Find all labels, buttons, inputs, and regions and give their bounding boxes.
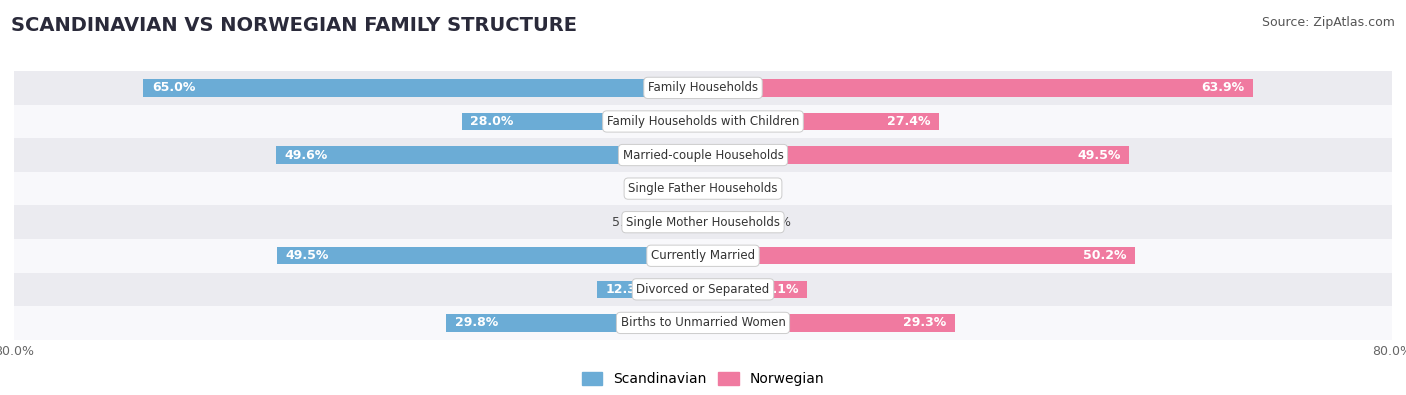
Bar bbox=[446, 314, 703, 332]
Text: 49.5%: 49.5% bbox=[1077, 149, 1121, 162]
Text: 49.6%: 49.6% bbox=[284, 149, 328, 162]
Bar bbox=[703, 79, 1253, 97]
Bar bbox=[14, 239, 1392, 273]
Text: Married-couple Households: Married-couple Households bbox=[623, 149, 783, 162]
Text: 65.0%: 65.0% bbox=[152, 81, 195, 94]
Bar bbox=[14, 172, 1392, 205]
Bar bbox=[652, 213, 703, 231]
Text: 63.9%: 63.9% bbox=[1202, 81, 1244, 94]
Text: 49.5%: 49.5% bbox=[285, 249, 329, 262]
Text: 28.0%: 28.0% bbox=[471, 115, 513, 128]
Bar bbox=[14, 138, 1392, 172]
Bar bbox=[703, 247, 1135, 265]
Bar bbox=[277, 247, 703, 265]
Bar bbox=[703, 213, 751, 231]
Text: Source: ZipAtlas.com: Source: ZipAtlas.com bbox=[1261, 16, 1395, 29]
Text: SCANDINAVIAN VS NORWEGIAN FAMILY STRUCTURE: SCANDINAVIAN VS NORWEGIAN FAMILY STRUCTU… bbox=[11, 16, 578, 35]
Text: 2.4%: 2.4% bbox=[733, 182, 763, 195]
Bar bbox=[143, 79, 703, 97]
Text: 12.1%: 12.1% bbox=[755, 283, 799, 296]
Bar bbox=[703, 180, 724, 198]
Text: Family Households with Children: Family Households with Children bbox=[607, 115, 799, 128]
Legend: Scandinavian, Norwegian: Scandinavian, Norwegian bbox=[576, 366, 830, 392]
Text: 50.2%: 50.2% bbox=[1083, 249, 1126, 262]
Text: 27.4%: 27.4% bbox=[887, 115, 931, 128]
Bar bbox=[14, 71, 1392, 105]
Bar bbox=[14, 105, 1392, 138]
Bar bbox=[703, 113, 939, 130]
Bar bbox=[14, 306, 1392, 340]
Text: 2.4%: 2.4% bbox=[643, 182, 673, 195]
Text: Divorced or Separated: Divorced or Separated bbox=[637, 283, 769, 296]
Text: Family Households: Family Households bbox=[648, 81, 758, 94]
Bar bbox=[14, 273, 1392, 306]
Text: 5.5%: 5.5% bbox=[759, 216, 792, 229]
Bar bbox=[461, 113, 703, 130]
Bar bbox=[14, 205, 1392, 239]
Bar bbox=[598, 280, 703, 298]
Bar bbox=[703, 280, 807, 298]
Text: 12.3%: 12.3% bbox=[606, 283, 650, 296]
Text: Currently Married: Currently Married bbox=[651, 249, 755, 262]
Text: 5.8%: 5.8% bbox=[613, 216, 644, 229]
Bar bbox=[703, 314, 955, 332]
Bar bbox=[276, 146, 703, 164]
Text: 29.3%: 29.3% bbox=[904, 316, 946, 329]
Text: Births to Unmarried Women: Births to Unmarried Women bbox=[620, 316, 786, 329]
Text: Single Mother Households: Single Mother Households bbox=[626, 216, 780, 229]
Bar bbox=[703, 146, 1129, 164]
Bar bbox=[682, 180, 703, 198]
Text: Single Father Households: Single Father Households bbox=[628, 182, 778, 195]
Text: 29.8%: 29.8% bbox=[456, 316, 498, 329]
